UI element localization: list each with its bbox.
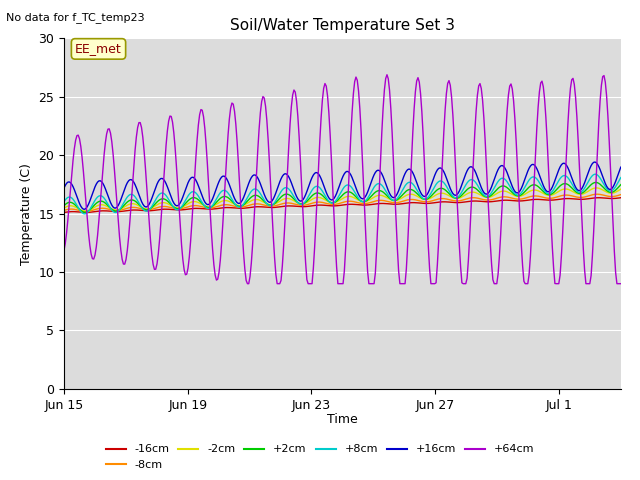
-8cm	[104, 206, 112, 212]
+64cm	[492, 281, 499, 287]
+64cm	[103, 131, 111, 137]
-2cm	[60, 205, 68, 211]
+8cm	[490, 185, 498, 191]
+64cm	[503, 108, 511, 113]
+8cm	[591, 171, 599, 177]
-2cm	[104, 204, 112, 210]
+2cm	[490, 190, 498, 195]
+64cm	[244, 281, 252, 287]
Line: +2cm: +2cm	[64, 182, 621, 212]
+16cm	[591, 159, 599, 165]
Text: No data for f_TC_temp23: No data for f_TC_temp23	[6, 12, 145, 23]
+8cm	[104, 201, 112, 207]
-2cm	[448, 194, 456, 200]
+16cm	[572, 184, 579, 190]
Line: -16cm: -16cm	[64, 198, 621, 213]
-16cm	[383, 201, 391, 206]
+2cm	[81, 209, 88, 215]
-2cm	[502, 189, 509, 194]
-2cm	[572, 190, 579, 196]
+2cm	[60, 203, 68, 209]
+8cm	[448, 192, 456, 198]
-2cm	[385, 195, 392, 201]
Line: +8cm: +8cm	[64, 174, 621, 214]
Title: Soil/Water Temperature Set 3: Soil/Water Temperature Set 3	[230, 18, 455, 33]
Line: +64cm: +64cm	[64, 75, 621, 284]
-16cm	[60, 210, 68, 216]
+64cm	[617, 281, 625, 287]
X-axis label: Time: Time	[327, 413, 358, 426]
-2cm	[82, 208, 90, 214]
+8cm	[385, 192, 392, 198]
-2cm	[617, 186, 625, 192]
-2cm	[593, 185, 600, 191]
Line: -2cm: -2cm	[64, 188, 621, 211]
+64cm	[60, 248, 68, 253]
+64cm	[573, 114, 580, 120]
Line: -8cm: -8cm	[64, 194, 621, 212]
-8cm	[502, 194, 509, 200]
+16cm	[502, 167, 509, 173]
+16cm	[81, 206, 88, 212]
-8cm	[82, 209, 90, 215]
-2cm	[490, 192, 498, 198]
-8cm	[617, 192, 625, 197]
+8cm	[60, 199, 68, 204]
+8cm	[502, 177, 509, 183]
+16cm	[490, 177, 498, 182]
+2cm	[385, 194, 392, 200]
Line: +16cm: +16cm	[64, 162, 621, 209]
-8cm	[572, 194, 579, 200]
+2cm	[104, 203, 112, 208]
-8cm	[385, 199, 392, 204]
+64cm	[383, 72, 391, 78]
+64cm	[386, 87, 394, 93]
-16cm	[617, 195, 625, 201]
Legend: -16cm, -8cm, -2cm, +2cm, +8cm, +16cm, +64cm: -16cm, -8cm, -2cm, +2cm, +8cm, +16cm, +6…	[101, 440, 539, 474]
Text: EE_met: EE_met	[75, 42, 122, 55]
Y-axis label: Temperature (C): Temperature (C)	[20, 163, 33, 264]
+2cm	[502, 184, 509, 190]
-8cm	[60, 207, 68, 213]
+16cm	[448, 189, 456, 194]
+2cm	[448, 193, 456, 199]
-16cm	[447, 199, 454, 205]
-8cm	[448, 197, 456, 203]
-8cm	[490, 196, 498, 202]
-16cm	[500, 197, 508, 203]
+16cm	[104, 193, 112, 199]
+64cm	[449, 112, 457, 118]
+16cm	[385, 188, 392, 193]
+8cm	[572, 187, 579, 192]
+8cm	[617, 175, 625, 180]
-16cm	[489, 199, 497, 204]
-16cm	[103, 208, 111, 214]
+16cm	[617, 164, 625, 170]
-8cm	[594, 192, 602, 197]
+16cm	[60, 185, 68, 191]
+8cm	[81, 211, 88, 217]
+2cm	[572, 189, 579, 194]
+2cm	[593, 180, 600, 185]
+2cm	[617, 182, 625, 188]
-16cm	[570, 196, 578, 202]
